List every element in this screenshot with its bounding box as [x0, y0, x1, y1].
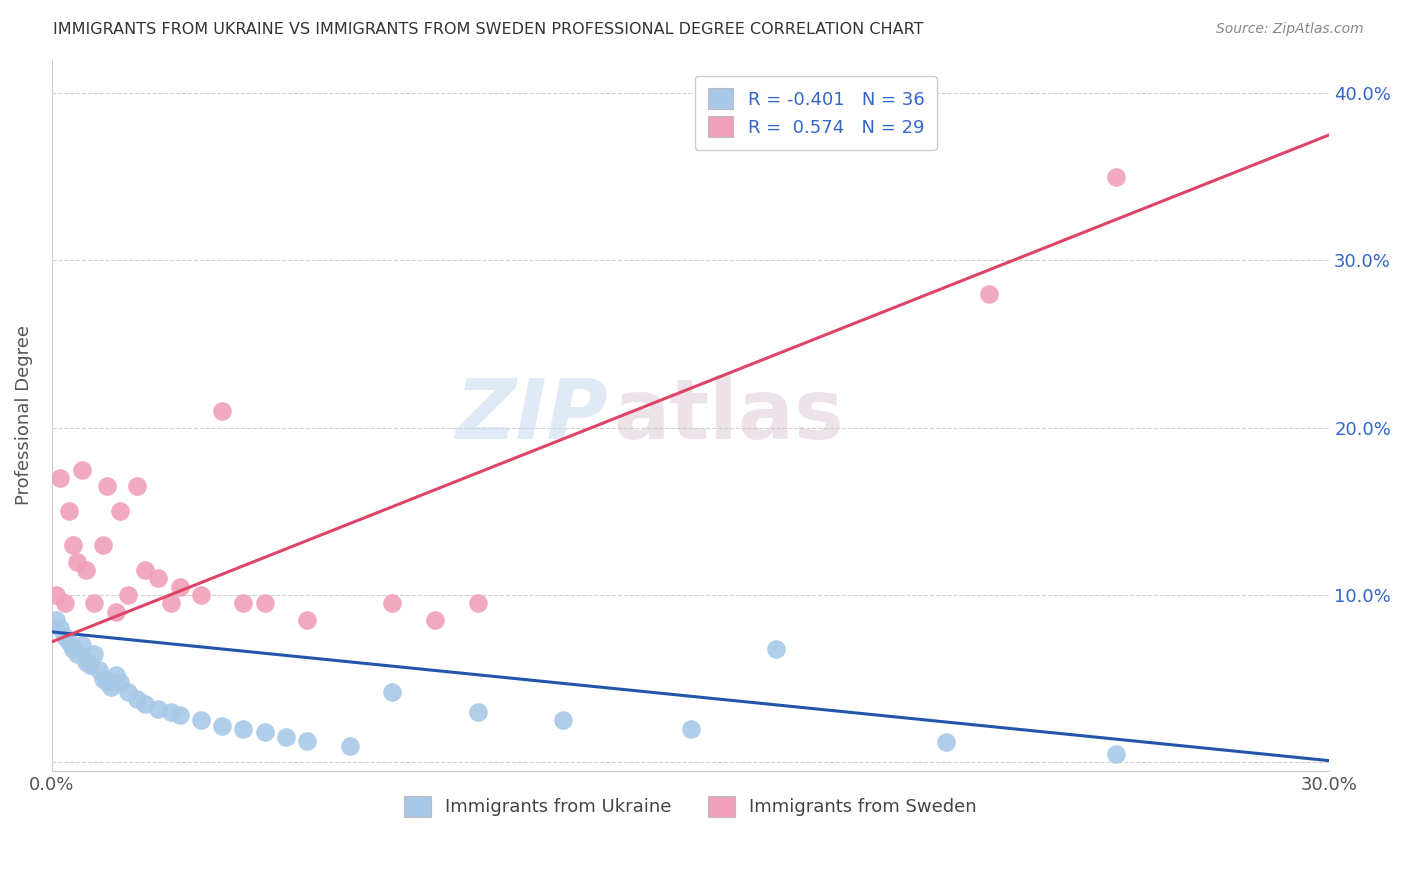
Point: [423, 613, 446, 627]
Point: [148, 571, 170, 585]
Point: [190, 588, 212, 602]
Point: [79, 658, 101, 673]
Point: [45, 613, 67, 627]
Point: [381, 596, 404, 610]
Point: [83, 596, 105, 610]
Point: [117, 588, 139, 602]
Y-axis label: Professional Degree: Professional Degree: [15, 326, 32, 505]
Point: [169, 580, 191, 594]
Point: [108, 675, 131, 690]
Point: [125, 479, 148, 493]
Point: [100, 680, 122, 694]
Point: [125, 691, 148, 706]
Point: [297, 733, 319, 747]
Point: [339, 739, 361, 753]
Point: [62, 538, 84, 552]
Point: [977, 286, 1000, 301]
Point: [160, 596, 183, 610]
Text: Source: ZipAtlas.com: Source: ZipAtlas.com: [1216, 22, 1364, 37]
Text: IMMIGRANTS FROM UKRAINE VS IMMIGRANTS FROM SWEDEN PROFESSIONAL DEGREE CORRELATIO: IMMIGRANTS FROM UKRAINE VS IMMIGRANTS FR…: [53, 22, 924, 37]
Point: [274, 730, 297, 744]
Point: [211, 718, 233, 732]
Point: [66, 555, 89, 569]
Point: [935, 735, 957, 749]
Point: [91, 538, 114, 552]
Point: [96, 675, 118, 690]
Point: [62, 641, 84, 656]
Point: [148, 702, 170, 716]
Point: [381, 685, 404, 699]
Point: [253, 596, 276, 610]
Point: [297, 613, 319, 627]
Point: [49, 471, 72, 485]
Point: [49, 622, 72, 636]
Text: atlas: atlas: [614, 375, 845, 456]
Point: [1105, 747, 1128, 761]
Point: [134, 563, 156, 577]
Point: [232, 596, 254, 610]
Point: [58, 504, 80, 518]
Point: [70, 462, 93, 476]
Point: [75, 655, 97, 669]
Point: [253, 725, 276, 739]
Point: [75, 563, 97, 577]
Point: [53, 596, 76, 610]
Point: [53, 630, 76, 644]
Legend: Immigrants from Ukraine, Immigrants from Sweden: Immigrants from Ukraine, Immigrants from…: [395, 787, 986, 826]
Point: [66, 647, 89, 661]
Point: [104, 668, 127, 682]
Point: [232, 722, 254, 736]
Point: [83, 647, 105, 661]
Point: [87, 663, 110, 677]
Point: [160, 705, 183, 719]
Point: [467, 705, 489, 719]
Point: [45, 588, 67, 602]
Point: [58, 635, 80, 649]
Point: [190, 714, 212, 728]
Point: [117, 685, 139, 699]
Point: [1105, 169, 1128, 184]
Point: [211, 404, 233, 418]
Point: [169, 708, 191, 723]
Point: [70, 638, 93, 652]
Point: [679, 722, 702, 736]
Point: [467, 596, 489, 610]
Text: ZIP: ZIP: [456, 375, 607, 456]
Point: [104, 605, 127, 619]
Point: [91, 672, 114, 686]
Point: [96, 479, 118, 493]
Point: [134, 697, 156, 711]
Point: [551, 714, 574, 728]
Point: [108, 504, 131, 518]
Point: [765, 641, 787, 656]
